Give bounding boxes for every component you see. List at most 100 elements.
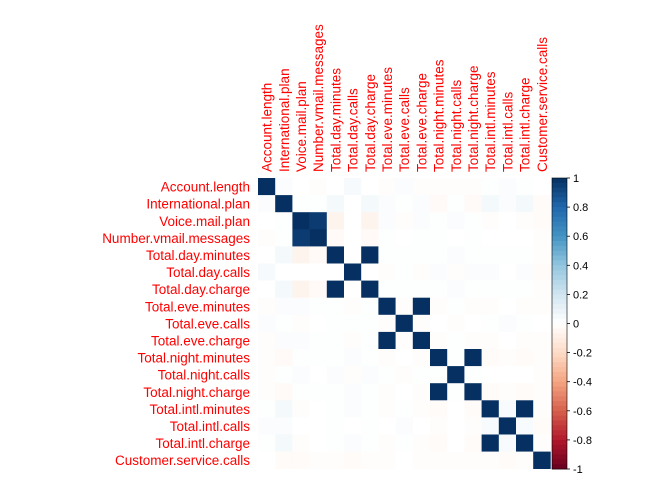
heatmap-cell <box>275 417 293 435</box>
heatmap-cell <box>412 417 431 435</box>
heatmap-cell <box>412 263 431 281</box>
heatmap-cell <box>395 331 414 350</box>
colorbar-segment <box>552 211 567 218</box>
heatmap-cell <box>326 417 345 435</box>
heatmap-cell <box>361 400 379 418</box>
heatmap-cell <box>378 263 396 281</box>
column-label: Total.night.charge <box>466 65 481 172</box>
heatmap-cell <box>533 434 551 452</box>
heatmap-cell <box>361 178 379 196</box>
colorbar-segment <box>552 362 567 368</box>
row-label: Number.vmail.messages <box>102 231 250 246</box>
column-label: Total.eve.minutes <box>380 67 395 172</box>
colorbar-segment <box>552 245 567 252</box>
heatmap-cell <box>464 451 482 469</box>
heatmap-cell <box>344 400 362 418</box>
heatmap-cell <box>275 263 293 281</box>
heatmap-cell <box>447 314 465 333</box>
colorbar-segment <box>552 449 567 455</box>
heatmap-cell <box>481 434 500 452</box>
heatmap-cell <box>344 434 362 452</box>
heatmap-cell <box>430 349 448 367</box>
heatmap-cell <box>516 366 534 384</box>
heatmap-cell <box>464 383 482 401</box>
heatmap-cell <box>326 246 345 264</box>
heatmap-cell <box>533 383 551 401</box>
heatmap-cell <box>464 263 482 281</box>
heatmap-cell <box>292 451 310 469</box>
heatmap-cell <box>412 383 431 401</box>
heatmap-cell <box>412 246 431 264</box>
heatmap-cell <box>533 366 551 384</box>
heatmap-cell <box>309 314 328 333</box>
heatmap-cell <box>464 212 482 230</box>
heatmap-cell <box>481 451 500 469</box>
heatmap-cell <box>430 246 448 264</box>
heatmap-cell <box>258 246 276 264</box>
heatmap-cell <box>309 400 328 418</box>
colorbar-segment <box>552 401 567 407</box>
heatmap-cell <box>481 349 500 367</box>
column-label: Total.night.calls <box>449 79 464 172</box>
heatmap-cell <box>464 349 482 367</box>
colorbar-segment <box>552 415 567 421</box>
heatmap-cell <box>412 195 431 213</box>
heatmap-cell <box>292 195 310 213</box>
colorbar-tick-label: 1 <box>573 173 579 185</box>
heatmap-cell <box>275 212 293 230</box>
heatmap-cell <box>481 331 500 350</box>
heatmap-cell <box>533 451 551 469</box>
heatmap-cell <box>292 331 310 350</box>
heatmap-cell <box>464 280 482 298</box>
heatmap-cell <box>447 400 465 418</box>
colorbar-segment <box>552 367 567 373</box>
colorbar-segment <box>552 338 567 344</box>
colorbar-segment <box>552 391 567 397</box>
colorbar-segment <box>552 308 567 315</box>
row-label: Total.eve.charge <box>151 333 250 348</box>
column-label: Total.night.minutes <box>432 59 447 172</box>
heatmap-cell <box>533 229 551 247</box>
heatmap-cell <box>275 195 293 213</box>
heatmap-cell <box>498 178 517 196</box>
heatmap-cell <box>309 383 328 401</box>
heatmap-cell <box>361 212 379 230</box>
heatmap-cell <box>344 280 362 298</box>
column-label: Voice.mail.plan <box>294 81 309 172</box>
colorbar-segment <box>552 304 567 310</box>
heatmap-cell <box>430 195 448 213</box>
heatmap-cell <box>326 366 345 384</box>
column-label: Total.eve.calls <box>397 87 412 172</box>
colorbar-segment <box>552 328 567 334</box>
heatmap-cell <box>498 451 517 469</box>
colorbar-segment <box>552 216 567 223</box>
heatmap-cell <box>516 229 534 247</box>
colorbar-tick-label: 0.2 <box>573 289 588 301</box>
colorbar-segment <box>552 226 567 232</box>
colorbar-segment <box>552 372 567 378</box>
column-label: Total.eve.charge <box>414 73 429 172</box>
heatmap-cell <box>275 314 293 333</box>
heatmap-cell <box>447 246 465 264</box>
heatmap-cell <box>292 383 310 401</box>
colorbar-segment <box>552 260 567 266</box>
heatmap-cell <box>412 178 431 196</box>
heatmap-cell <box>258 263 276 281</box>
heatmap-cell <box>412 229 431 247</box>
column-label: International.plan <box>277 68 292 172</box>
heatmap-cell <box>326 280 345 298</box>
heatmap-cell <box>292 400 310 418</box>
colorbar-segment <box>552 454 567 460</box>
heatmap-cell <box>292 280 310 298</box>
heatmap-cell <box>309 229 328 247</box>
heatmap-cell <box>258 229 276 247</box>
colorbar-tick-label: -0.6 <box>573 406 592 418</box>
heatmap-cell <box>464 417 482 435</box>
colorbar-segment <box>552 323 567 329</box>
heatmap-cell <box>412 297 431 316</box>
colorbar-segment <box>552 435 567 441</box>
heatmap-cell <box>481 297 500 316</box>
heatmap-cell <box>498 263 517 281</box>
colorbar-segment <box>552 313 567 320</box>
heatmap-cell <box>309 434 328 452</box>
